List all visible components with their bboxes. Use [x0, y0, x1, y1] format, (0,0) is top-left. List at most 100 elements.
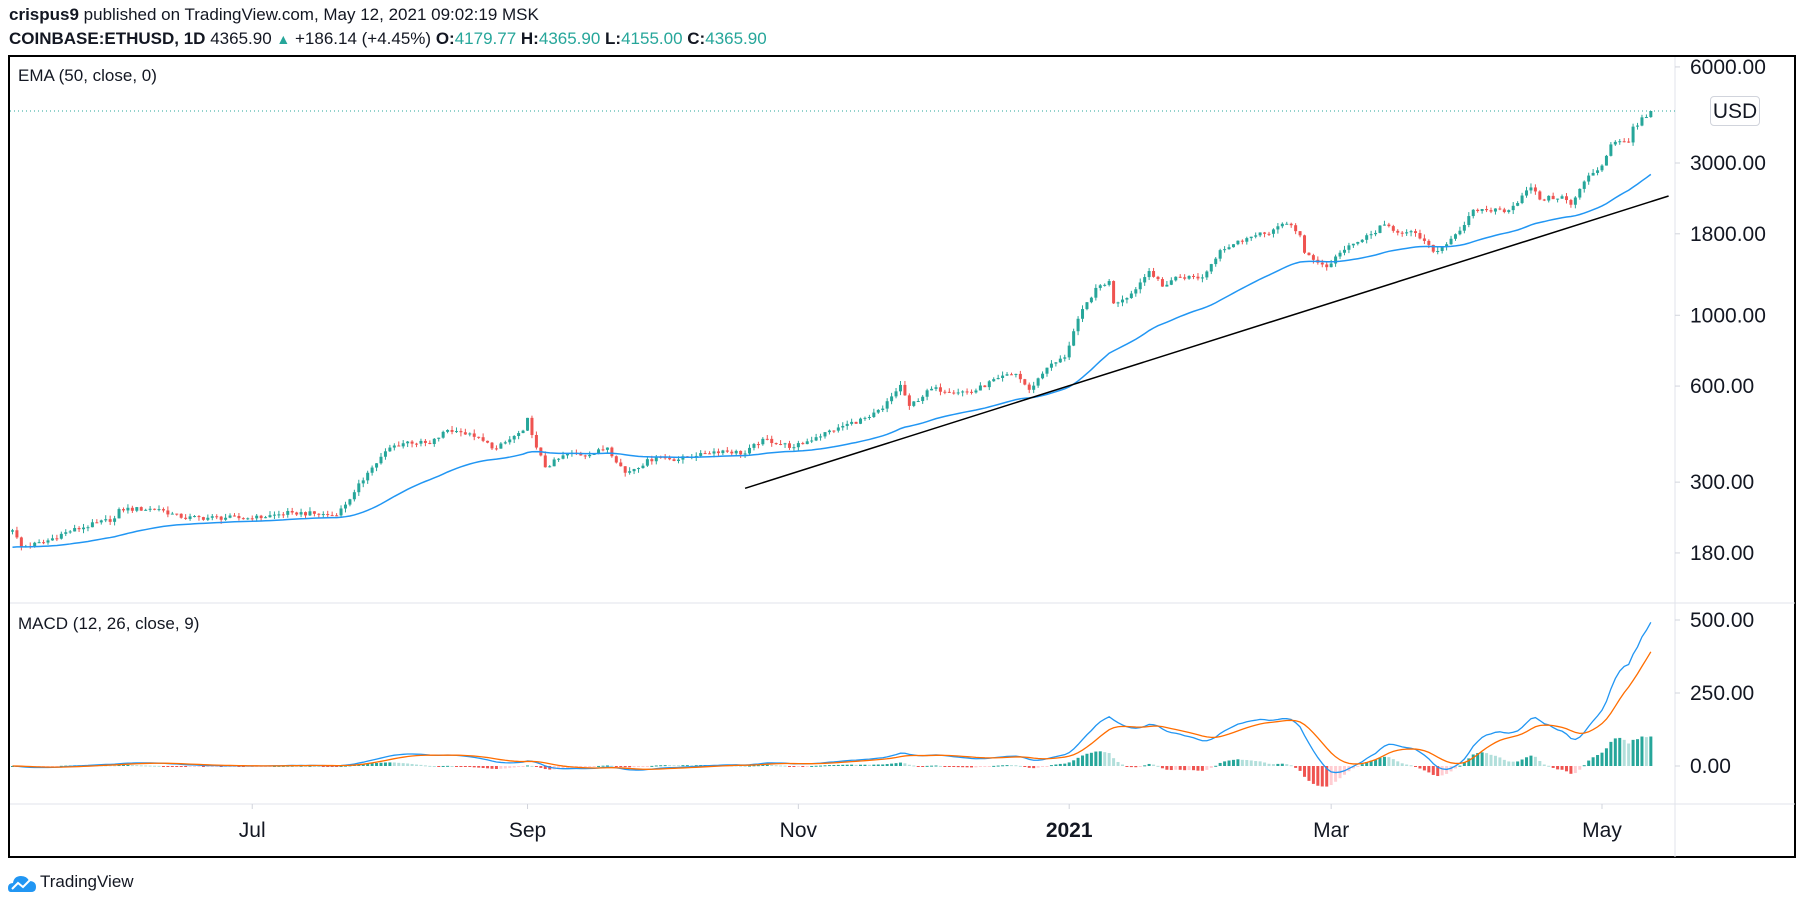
candle-body [1125, 298, 1129, 300]
price-axis-label: 1800.00 [1690, 223, 1766, 246]
candle-body [956, 392, 960, 394]
candle-body [557, 458, 561, 460]
open-label: O: [435, 29, 455, 48]
macd-axis-label: 250.00 [1690, 682, 1754, 705]
macd-axis-label: 500.00 [1690, 609, 1754, 632]
macd-histogram-bar [605, 765, 609, 767]
macd-histogram-bar [494, 766, 498, 769]
candle-body [1458, 230, 1462, 235]
macd-histogram-bar [423, 765, 427, 767]
macd-histogram-bar [792, 766, 796, 767]
candle-body [1116, 302, 1120, 304]
macd-histogram-bar [1360, 764, 1364, 766]
macd-histogram-bar [992, 765, 996, 767]
candle-body [130, 507, 134, 511]
macd-histogram-bar [415, 764, 419, 766]
candle-body [330, 515, 334, 517]
macd-histogram-bar [397, 762, 401, 766]
candle-body [623, 466, 627, 473]
candle-body [1085, 302, 1089, 310]
candle-body [1547, 195, 1551, 201]
macd-histogram-bar [188, 766, 192, 767]
candle-body [95, 522, 99, 524]
macd-histogram-bar [526, 765, 530, 767]
candle-body [1263, 232, 1267, 234]
macd-histogram-bar [1609, 741, 1613, 766]
macd-histogram-bar [1489, 754, 1493, 766]
macd-histogram-bar [55, 766, 59, 767]
candle-body [508, 439, 512, 443]
macd-histogram-bar [1112, 758, 1116, 766]
macd-histogram-bar [619, 766, 623, 767]
last-price: 4365.90 [210, 29, 272, 48]
candle-body [1440, 246, 1444, 251]
macd-indicator-label[interactable]: MACD (12, 26, close, 9) [18, 614, 200, 633]
candle-body [1001, 375, 1005, 378]
candle-body [1396, 230, 1400, 233]
candle-body [184, 517, 188, 519]
candle-body [814, 437, 818, 441]
candle-body [974, 390, 978, 393]
candle-body [583, 455, 587, 457]
candle-body [1405, 232, 1409, 234]
candle-body [1644, 117, 1648, 119]
candle-body [796, 443, 800, 448]
macd-histogram-bar [561, 766, 565, 769]
macd-histogram-bar [1334, 766, 1338, 782]
macd-histogram-bar [406, 763, 410, 766]
macd-histogram-bar [135, 765, 139, 767]
macd-histogram-bar [841, 764, 845, 766]
candle-body [787, 443, 791, 448]
candle-body [961, 391, 965, 393]
macd-histogram-bar [50, 766, 54, 767]
currency-badge[interactable]: USD [1710, 96, 1760, 126]
candle-body [1258, 232, 1262, 236]
candle-body [1072, 331, 1076, 346]
macd-histogram-bar [1147, 763, 1151, 766]
candle-body [1147, 271, 1151, 278]
macd-histogram-bar [1440, 766, 1444, 776]
macd-histogram-bar [872, 764, 876, 766]
candle-body [55, 538, 59, 540]
macd-histogram-bar [459, 766, 463, 767]
candle-body [1320, 262, 1324, 265]
candle-body [1387, 224, 1391, 227]
time-axis-label: Jul [239, 819, 266, 842]
candle-body [1338, 252, 1342, 257]
macd-histogram-bar [579, 766, 583, 768]
candle-body [206, 517, 210, 520]
candle-body [561, 455, 565, 459]
candle-body [1569, 200, 1573, 205]
candle-body [423, 440, 427, 443]
macd-histogram-bar [343, 765, 347, 767]
candle-body [894, 391, 898, 397]
macd-histogram-bar [974, 766, 978, 768]
macd-histogram-bar [1418, 766, 1422, 769]
macd-histogram-bar [224, 766, 228, 767]
macd-histogram-bar [161, 766, 165, 767]
candle-body [774, 443, 778, 445]
candle-body [241, 518, 245, 520]
low-label: L: [605, 29, 622, 48]
ema-indicator-label[interactable]: EMA (50, close, 0) [18, 66, 157, 85]
candle-body [907, 395, 911, 406]
macd-histogram-bar [1436, 766, 1440, 777]
candle-body [543, 455, 547, 468]
macd-histogram-bar [1072, 760, 1076, 766]
macd-histogram-bar [894, 763, 898, 766]
tradingview-logo[interactable]: TradingView [8, 871, 134, 893]
macd-histogram-bar [326, 766, 330, 767]
candle-body [446, 430, 450, 432]
candle-body [10, 530, 14, 532]
candle-body [1409, 231, 1413, 233]
author-name[interactable]: crispus9 [9, 5, 79, 24]
candle-body [1525, 190, 1529, 196]
candle-body [432, 438, 436, 445]
candle-body [77, 528, 81, 530]
macd-histogram-bar [1271, 764, 1275, 766]
candle-body [139, 507, 143, 511]
macd-histogram-bar [836, 764, 840, 766]
publish-text: published on TradingView.com, May 12, 20… [78, 5, 539, 24]
candle-body [352, 492, 356, 500]
